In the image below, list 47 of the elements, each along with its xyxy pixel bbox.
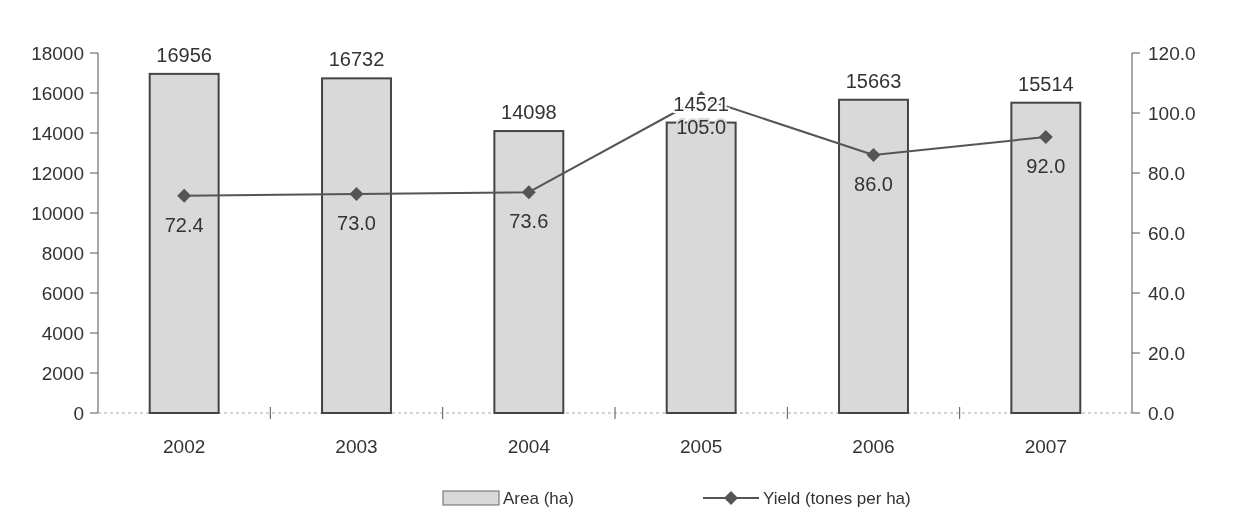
point [866,148,881,162]
data-label: 16732 [328,48,385,71]
bar [148,72,220,414]
x-tick-label: 2007 [1024,436,1067,457]
y2-tick-label: 100.0 [1148,102,1196,124]
data-label: 14098 [501,101,557,124]
y-tick-label: 14000 [31,122,84,144]
data-label: 105.0 [676,116,727,138]
y-tick-label: 18000 [31,42,84,64]
data-label: 73.0 [337,212,376,234]
data-label: 73.6 [509,210,549,233]
bar [1010,101,1082,414]
legend-label: Yield (tones per ha) [763,488,911,508]
x-tick-label: 2003 [335,436,378,457]
point [1038,130,1053,144]
bar [665,121,737,414]
y2-tick-label: 60.0 [1148,222,1185,244]
y2-tick-label: 0.0 [1148,402,1175,424]
legend-label: Area (ha) [503,488,574,508]
y-tick-label: 4000 [41,322,84,344]
y-tick-label: 10000 [31,202,84,224]
y-tick-label: 12000 [31,162,84,184]
bar [838,98,909,414]
point [521,185,536,200]
x-tick-label: 2006 [852,436,895,457]
data-label: 15663 [845,69,902,92]
point [177,188,192,203]
x-tick-label: 2004 [507,436,551,457]
y-tick-label: 16000 [31,82,84,104]
bar [493,130,565,414]
y2-tick-label: 20.0 [1148,342,1185,364]
y-tick-label: 2000 [41,362,84,384]
y-tick-label: 8000 [41,242,84,264]
data-label: 86.0 [854,173,893,195]
y-tick-label: 0 [73,402,84,424]
x-tick-label: 2005 [680,436,723,457]
data-label: 72.4 [164,213,204,236]
data-label: 16956 [156,43,212,66]
y-tick-label: 6000 [41,282,84,304]
x-tick-label: 2002 [163,436,206,457]
y2-tick-label: 120.0 [1148,42,1196,64]
data-label: 15514 [1018,72,1074,95]
bar [321,77,392,414]
y2-tick-label: 80.0 [1148,162,1185,184]
point [349,187,364,201]
y2-tick-label: 40.0 [1148,282,1185,304]
data-label: 92.0 [1026,155,1066,177]
